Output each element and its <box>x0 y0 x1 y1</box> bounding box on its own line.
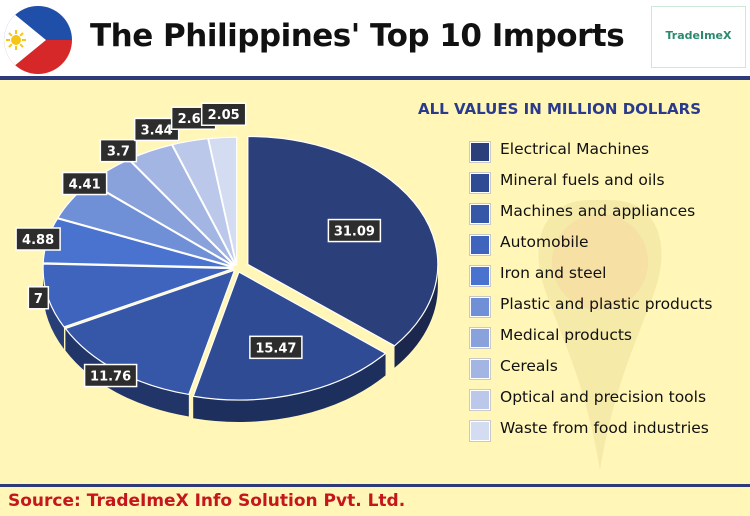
header-divider <box>0 76 750 80</box>
data-label-box <box>99 138 138 163</box>
legend-label: Plastic and plastic products <box>500 295 713 313</box>
legend-swatch <box>470 297 490 317</box>
legend-label: Cereals <box>500 357 558 375</box>
pie-slice-side <box>65 328 189 417</box>
legend-label: Iron and steel <box>500 264 607 282</box>
legend-swatch <box>470 173 490 193</box>
data-label: 2.05 <box>208 108 240 123</box>
legend-swatch <box>470 390 490 410</box>
data-label-box <box>15 227 61 251</box>
data-label: 11.76 <box>90 370 131 385</box>
logo-text: TradeImeX <box>665 29 732 42</box>
legend-label: Waste from food industries <box>500 419 709 437</box>
data-label: 4.88 <box>22 233 54 248</box>
header-bar: The Philippines' Top 10 Imports TradeIme… <box>0 0 750 76</box>
units-note: ALL VALUES IN MILLION DOLLARS <box>418 100 701 118</box>
legend-label: Electrical Machines <box>500 140 650 158</box>
philippines-flag-icon <box>4 6 72 74</box>
legend-swatch <box>470 328 490 348</box>
legend-swatch <box>470 235 490 255</box>
data-label: 4.41 <box>69 178 101 193</box>
legend-swatch <box>470 266 490 286</box>
pie-slice <box>171 138 237 266</box>
legend-swatch <box>470 142 490 162</box>
legend-label: Optical and precision tools <box>500 388 707 406</box>
source-note: Source: TradeImeX Info Solution Pvt. Ltd… <box>8 491 406 511</box>
data-label: 31.09 <box>334 225 375 240</box>
data-label-box <box>249 335 303 360</box>
pie-slice-side <box>43 268 64 349</box>
pie-slice-side <box>394 264 438 368</box>
page-title: The Philippines' Top 10 Imports <box>90 18 625 54</box>
pie-slice <box>207 136 238 266</box>
tradeimex-logo: TradeImeX <box>651 6 746 68</box>
pie-slice-side <box>193 353 386 422</box>
legend-swatch <box>470 359 490 379</box>
data-label-box <box>200 102 247 126</box>
data-label-box <box>327 218 382 243</box>
data-label-box <box>61 171 108 196</box>
data-label: 7 <box>34 292 43 307</box>
data-label-box <box>27 286 50 310</box>
data-label: 3.44 <box>141 123 173 138</box>
legend-label: Machines and appliances <box>500 202 696 220</box>
footer-divider <box>0 484 750 487</box>
legend-label: Mineral fuels and oils <box>500 171 665 189</box>
data-label: 3.7 <box>107 145 130 160</box>
legend-label: Medical products <box>500 326 632 344</box>
data-label: 15.47 <box>255 341 296 356</box>
data-label-box <box>83 363 138 388</box>
legend-swatch <box>470 204 490 224</box>
legend-swatch <box>470 421 490 441</box>
legend-label: Automobile <box>500 233 589 251</box>
